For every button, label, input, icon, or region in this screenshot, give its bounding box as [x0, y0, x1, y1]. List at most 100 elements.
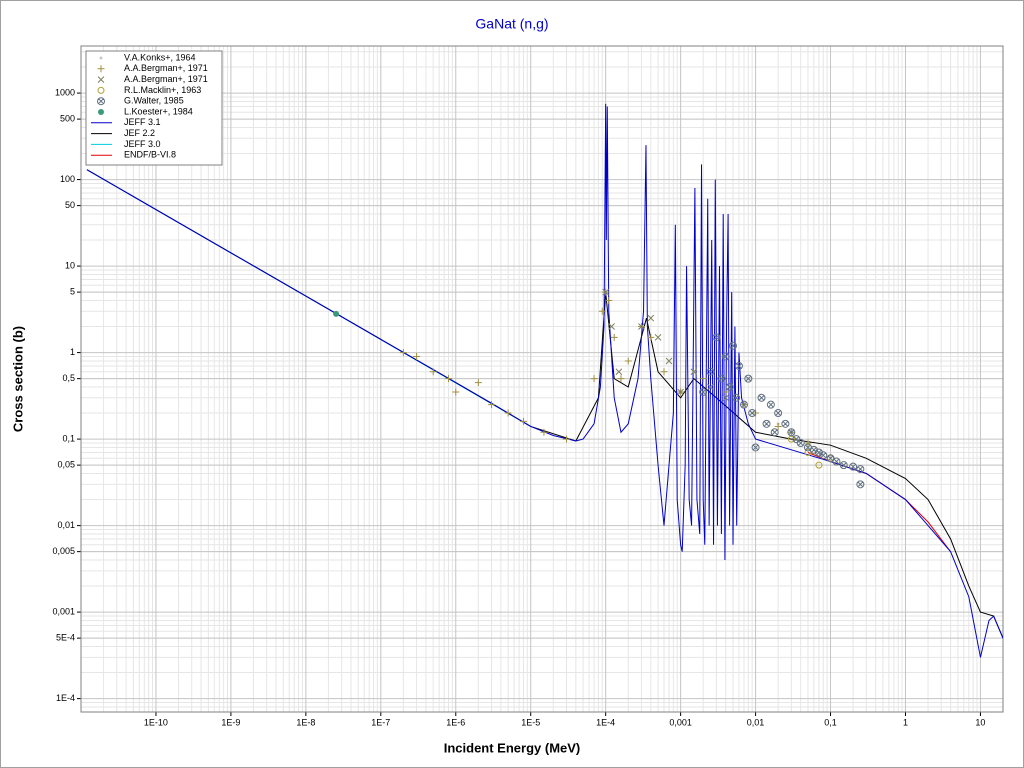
y-tick-label: 1000: [55, 87, 75, 97]
legend-label: JEFF 3.0: [124, 139, 161, 149]
data-point: [751, 443, 760, 452]
data-point: [699, 375, 707, 383]
data-point: [707, 383, 714, 391]
data-point: [774, 422, 782, 430]
x-tick-label: 1E-6: [446, 717, 465, 727]
y-tick-label: 10: [65, 260, 75, 270]
data-point: [562, 435, 570, 443]
data-point: [638, 323, 645, 330]
plot: [86, 103, 1003, 658]
legend-marker: [98, 109, 104, 115]
data-point: [413, 353, 421, 361]
x-tick-label: 0,01: [747, 717, 765, 727]
data-point: [654, 333, 662, 341]
y-tick-label: 0,05: [57, 460, 75, 470]
data-point: [814, 448, 823, 457]
legend-marker: [97, 76, 105, 83]
data-point: [739, 400, 748, 409]
x-tick-label: 1E-10: [144, 717, 168, 727]
data-point: [598, 307, 606, 315]
data-point: [399, 349, 407, 357]
data-point: [781, 419, 790, 428]
data-point: [766, 400, 775, 409]
data-point: [445, 375, 453, 383]
data-point: [608, 323, 615, 330]
x-tick-label: 1E-7: [371, 717, 390, 727]
data-point: [706, 367, 715, 376]
data-point: [647, 333, 655, 341]
legend-marker: [97, 86, 105, 94]
data-point: [452, 388, 460, 396]
data-point: [804, 439, 812, 447]
data-point: [617, 375, 625, 383]
data-point: [722, 388, 730, 396]
y-tick-label: 0,005: [52, 546, 75, 556]
data-point: [647, 314, 655, 322]
data-point: [717, 374, 726, 383]
plot-area: [80, 45, 1004, 713]
y-tick-label: 0,1: [62, 433, 75, 443]
data-point: [699, 388, 708, 397]
data-point: [770, 428, 779, 437]
y-tick-label: 1E-4: [56, 693, 75, 703]
data-point: [610, 333, 618, 341]
series-line: [86, 103, 1003, 658]
data-point: [832, 457, 841, 466]
y-tick-label: 5: [70, 286, 75, 296]
y-tick-label: 0,01: [57, 520, 75, 530]
x-tick-label: 1E-4: [596, 717, 615, 727]
x-tick-label: 1: [903, 717, 908, 727]
data-point: [734, 361, 743, 370]
x-tick-label: 0,001: [669, 717, 692, 727]
data-point: [660, 368, 668, 376]
data-point: [429, 368, 437, 376]
chart-title: GaNat (n,g): [475, 16, 548, 32]
data-point: [712, 333, 721, 342]
x-tick-label: 1E-8: [296, 717, 315, 727]
data-point: [519, 417, 527, 425]
x-tick-label: 0,1: [824, 717, 837, 727]
legend-marker: [99, 56, 103, 60]
y-tick-label: 5E-4: [56, 633, 75, 643]
data-point: [540, 428, 548, 436]
data-point: [748, 409, 757, 418]
legend-label: JEF 2.2: [124, 128, 155, 138]
data-point: [665, 357, 673, 365]
y-tick-label: 50: [65, 200, 75, 210]
data-point: [722, 394, 730, 402]
data-point: [856, 480, 865, 489]
legend-label: ENDF/B-VI.8: [124, 150, 176, 160]
y-tick-label: 1: [70, 347, 75, 357]
data-point: [787, 428, 796, 437]
legend-label: G.Walter, 1985: [124, 96, 184, 106]
x-tick-label: 1E-9: [221, 717, 240, 727]
data-point: [474, 379, 482, 387]
data-point: [602, 288, 610, 296]
legend-box: [85, 50, 223, 166]
data-point: [605, 296, 613, 304]
data-point: [721, 352, 730, 361]
legend-label: JEFF 3.1: [124, 117, 161, 127]
data-point: [732, 393, 741, 402]
data-point: [690, 368, 698, 376]
data-point: [333, 310, 340, 317]
data-point: [849, 462, 858, 471]
data-point: [488, 401, 496, 409]
x-axis-label: Incident Energy (MeV): [444, 740, 581, 755]
y-tick-label: 100: [60, 174, 75, 184]
data-point: [615, 368, 623, 376]
y-tick-label: 0,5: [62, 373, 75, 383]
data-point: [677, 388, 684, 396]
legend-label: A.A.Bergman+, 1971: [124, 63, 208, 73]
y-tick-label: 500: [60, 113, 75, 123]
data-point: [744, 374, 753, 383]
data-point: [725, 383, 734, 391]
data-point: [729, 341, 738, 350]
legend-marker: [97, 65, 105, 73]
data-point: [504, 409, 512, 417]
data-point: [590, 375, 598, 383]
y-axis-label: Cross section (b): [10, 326, 25, 432]
data-point: [757, 393, 766, 402]
data-point: [762, 419, 771, 428]
legend-label: L.Koester+, 1984: [124, 106, 193, 116]
